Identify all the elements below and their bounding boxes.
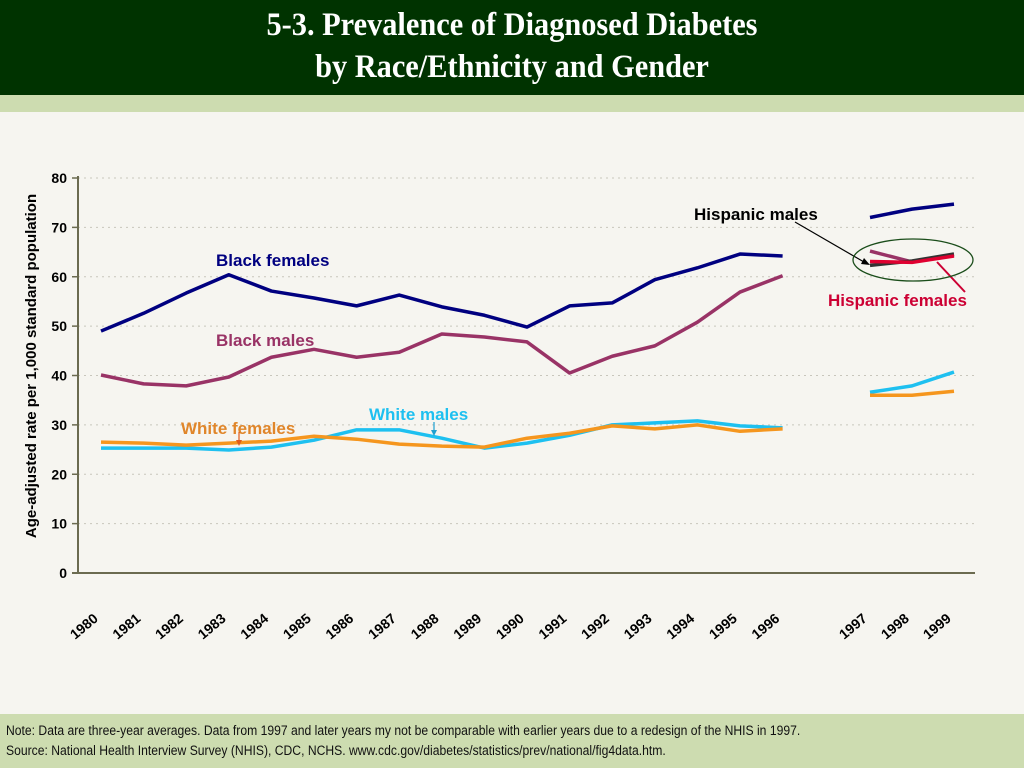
y-tick-label: 60 xyxy=(51,269,67,285)
y-tick-label: 30 xyxy=(51,417,67,433)
label-white-males: White males xyxy=(369,405,468,424)
x-tick-label: 1983 xyxy=(195,610,229,642)
arrow-head-white-males xyxy=(431,430,437,436)
arrow-head-white-females xyxy=(236,440,242,446)
y-tick-label: 0 xyxy=(59,565,67,581)
header-accent-band xyxy=(0,95,1024,112)
x-tick-label: 1982 xyxy=(152,610,186,642)
footer-note: Note: Data are three-year averages. Data… xyxy=(6,723,801,738)
x-tick-label: 1987 xyxy=(365,610,399,642)
series-line-black-females xyxy=(869,202,955,220)
series-line-black-females xyxy=(100,252,783,333)
series-line-black-males xyxy=(100,274,784,388)
series-line-white-females xyxy=(100,423,783,449)
arrow-head-hispanic-males xyxy=(861,258,870,265)
y-tick-label: 80 xyxy=(51,170,67,186)
x-tick-label: 1996 xyxy=(748,610,782,642)
axes xyxy=(72,176,975,574)
chart-title-line2: by Race/Ethnicity and Gender xyxy=(315,49,709,85)
y-tick-label: 40 xyxy=(51,368,67,384)
x-tick-label: 1992 xyxy=(578,610,612,642)
x-tick-label: 1993 xyxy=(621,610,655,642)
x-tick-label: 1998 xyxy=(878,610,912,642)
title-banner: 5-3. Prevalence of Diagnosed Diabetes by… xyxy=(0,0,1024,95)
arrow-hispanic-males xyxy=(794,221,865,263)
chart-title: 5-3. Prevalence of Diagnosed Diabetes by… xyxy=(41,4,983,88)
x-tick-label: 1985 xyxy=(280,610,314,642)
x-tick-label: 1989 xyxy=(450,610,484,642)
label-black-females: Black females xyxy=(216,251,329,270)
hispanic-highlight-ellipse xyxy=(852,238,974,282)
y-tick-label: 70 xyxy=(51,219,67,235)
series-line-white-males xyxy=(869,370,955,395)
x-tick-label: 1997 xyxy=(836,610,870,642)
x-tick-label: 1980 xyxy=(67,610,101,642)
x-tick-label: 1988 xyxy=(408,610,442,642)
label-white-females: White females xyxy=(181,419,295,438)
x-tick-label: 1999 xyxy=(920,610,954,642)
label-hispanic-males: Hispanic males xyxy=(694,205,818,224)
y-axis-label: Age-adjusted rate per 1,000 standard pop… xyxy=(23,194,40,538)
x-tick-label: 1990 xyxy=(493,610,527,642)
series-lines xyxy=(100,202,955,452)
x-tick-label: 1991 xyxy=(535,610,569,642)
x-tick-label: 1994 xyxy=(663,610,697,642)
x-tick-label: 1984 xyxy=(237,610,271,642)
chart-title-line1: 5-3. Prevalence of Diagnosed Diabetes xyxy=(266,7,758,43)
label-black-males: Black males xyxy=(216,331,314,350)
y-tick-label: 10 xyxy=(51,516,67,532)
x-tick-label: 1986 xyxy=(322,610,356,642)
y-tick-labels: 0 10 20 30 40 50 60 70 80 xyxy=(51,170,67,581)
x-tick-label: 1981 xyxy=(109,610,143,642)
gridlines xyxy=(78,177,975,525)
y-tick-label: 20 xyxy=(51,466,67,482)
annotations: Black females Black males White females … xyxy=(181,205,974,446)
x-tick-labels: 1980 1981 1982 1983 1984 1985 1986 1987 1988 1989… xyxy=(67,610,954,642)
footer-notes: Note: Data are three-year averages. Data… xyxy=(0,714,1024,768)
series-line-white-females xyxy=(870,389,955,397)
series-line-white-males xyxy=(101,419,783,452)
label-hispanic-females: Hispanic females xyxy=(828,291,967,310)
y-tick-label: 50 xyxy=(51,318,67,334)
pointer-hispanic-females xyxy=(936,261,966,293)
footer-source: Source: National Health Interview Survey… xyxy=(6,743,666,758)
series-line-hispanic-females xyxy=(869,254,955,265)
x-tick-label: 1995 xyxy=(706,610,740,642)
